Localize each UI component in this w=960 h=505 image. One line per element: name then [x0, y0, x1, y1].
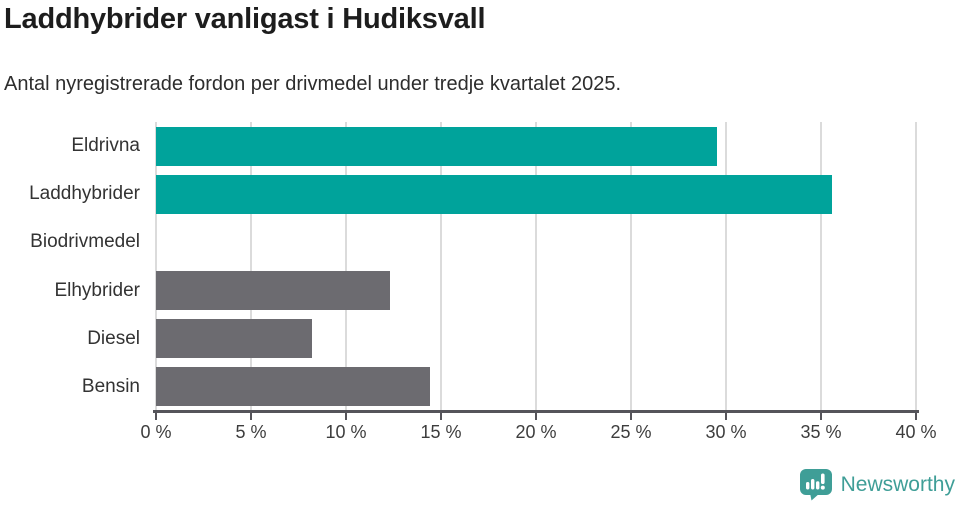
gridline — [440, 122, 442, 411]
tick-mark — [725, 413, 727, 420]
gridline — [535, 122, 537, 411]
tick-mark — [250, 413, 252, 420]
category-label: Elhybrider — [54, 279, 140, 301]
tick-label: 0 % — [140, 422, 172, 442]
tick-label: 25 % — [610, 422, 652, 442]
tick-label: 10 % — [325, 422, 367, 442]
tick-mark — [345, 413, 347, 420]
tick-label: 5 % — [235, 422, 267, 442]
category-label: Eldrivna — [71, 135, 140, 157]
gridline — [630, 122, 632, 411]
bar-elhybrider — [156, 271, 390, 311]
category-labels: Eldrivna Laddhybrider Biodrivmedel Elhybrid… — [0, 122, 140, 411]
plot-area — [155, 122, 917, 411]
category-label: Biodrivmedel — [30, 231, 140, 253]
gridline — [915, 122, 917, 411]
tick-mark — [155, 413, 157, 420]
tick-label: 15 % — [420, 422, 462, 442]
tick-label: 40 % — [895, 422, 937, 442]
tick-mark — [820, 413, 822, 420]
chart-title: Laddhybrider vanligast i Hudiksvall — [4, 3, 486, 35]
tick-label: 35 % — [800, 422, 842, 442]
category-label: Diesel — [87, 327, 140, 349]
tick-label: 20 % — [515, 422, 557, 442]
gridline — [345, 122, 347, 411]
brand-name: Newsworthy — [840, 473, 955, 496]
bar-diesel — [156, 319, 312, 359]
gridline — [725, 122, 727, 411]
chart-subtitle: Antal nyregistrerade fordon per drivmede… — [4, 73, 622, 95]
tick-mark — [535, 413, 537, 420]
gridline — [820, 122, 822, 411]
category-label: Bensin — [81, 375, 140, 397]
bar-eldrivna — [156, 126, 717, 166]
brand-footer: Newsworthy — [799, 469, 955, 501]
category-label: Laddhybrider — [29, 183, 140, 205]
x-axis-tick-labels: 0 % 5 % 10 % 15 % 20 % 25 % 30 % 35 % 40 % — [140, 422, 936, 446]
tick-mark — [630, 413, 632, 420]
gridline — [250, 122, 252, 411]
x-axis-line — [153, 410, 919, 413]
newsworthy-logo-icon — [799, 469, 832, 501]
gridline — [155, 122, 157, 411]
tick-mark — [440, 413, 442, 420]
tick-mark — [915, 413, 917, 420]
bar-laddhybrider — [156, 174, 833, 214]
tick-label: 30 % — [705, 422, 747, 442]
bar-bensin — [156, 367, 430, 407]
